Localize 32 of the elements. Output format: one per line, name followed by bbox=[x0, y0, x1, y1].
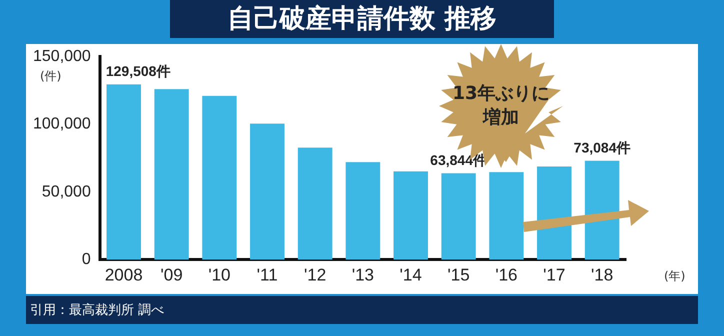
y-tick-label: 0 bbox=[82, 251, 91, 268]
x-tick-label: '13 bbox=[352, 265, 374, 284]
x-tick-label: '12 bbox=[304, 265, 326, 284]
x-tick-label: '15 bbox=[448, 265, 470, 284]
bar bbox=[537, 166, 572, 260]
bar bbox=[298, 148, 332, 260]
data-label: 129,508件 bbox=[106, 63, 170, 80]
bar bbox=[202, 96, 237, 260]
data-label: 73,084件 bbox=[574, 140, 630, 156]
y-tick-label: 150,000 bbox=[32, 48, 91, 66]
x-tick-label: '16 bbox=[495, 265, 518, 284]
x-tick-label: 2008 bbox=[104, 265, 143, 284]
bar bbox=[584, 160, 620, 260]
x-axis-title: (年) bbox=[664, 268, 686, 285]
bar bbox=[489, 172, 524, 260]
x-tick-label: '09 bbox=[160, 265, 183, 284]
y-tick-label: 100,000 bbox=[32, 116, 91, 133]
bar bbox=[346, 162, 380, 260]
bar bbox=[154, 89, 189, 260]
x-tick-label: '11 bbox=[256, 265, 278, 284]
x-tick-label: '17 bbox=[543, 265, 566, 284]
bar bbox=[394, 171, 428, 260]
bar bbox=[106, 84, 141, 260]
x-tick-label: '14 bbox=[400, 265, 422, 284]
x-tick-label: '18 bbox=[591, 265, 614, 284]
y-axis-title: (件) bbox=[40, 68, 62, 85]
x-tick-label: '10 bbox=[208, 265, 230, 284]
bar bbox=[441, 173, 476, 260]
text: 引用：最高裁判所 調べ bbox=[30, 302, 164, 319]
chart-title: 自己破産申請件数 推移 bbox=[170, 0, 554, 38]
bar bbox=[250, 124, 284, 260]
y-tick-label: 50,000 bbox=[42, 183, 91, 200]
